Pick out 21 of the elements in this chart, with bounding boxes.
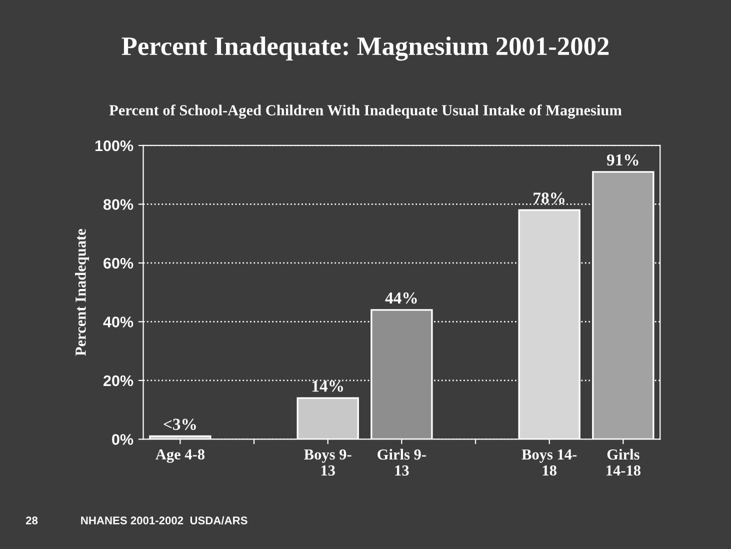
x-tick-label: Girls 14-18: [606, 448, 640, 476]
data-label: 14%: [312, 380, 343, 392]
y-tick-label: 20%: [104, 375, 134, 386]
x-tick-label: Boys 9- 13: [304, 449, 352, 476]
text: 28: [26, 516, 38, 524]
y-axis-title: Percent Inadequate: [75, 229, 89, 356]
y-tick-label: 0%: [112, 434, 134, 445]
y-tick-label: 40%: [103, 316, 134, 328]
y-tick-label: 100%: [95, 140, 134, 152]
data-label: 91%: [606, 154, 638, 166]
text: NHANES 2001-2002 USDA/ARS: [81, 516, 248, 525]
data-label: 78%: [534, 192, 564, 204]
data-label: 44%: [385, 292, 417, 304]
x-tick-label: Girls 9- 13: [378, 448, 426, 476]
x-tick-label: Boys 14- 18: [522, 449, 577, 476]
y-tick-label: 60%: [104, 258, 134, 269]
data-label: <3%: [164, 418, 196, 430]
x-tick-label: Age 4-8: [156, 449, 205, 463]
y-tick-label: 80%: [103, 199, 134, 210]
chart-subtitle: Percent of School-Aged Children With Inadequate Usual Intake of Magnesium: [109, 104, 622, 119]
chart-title: Percent Inadequate: Magnesium 2001-2002: [122, 36, 609, 61]
